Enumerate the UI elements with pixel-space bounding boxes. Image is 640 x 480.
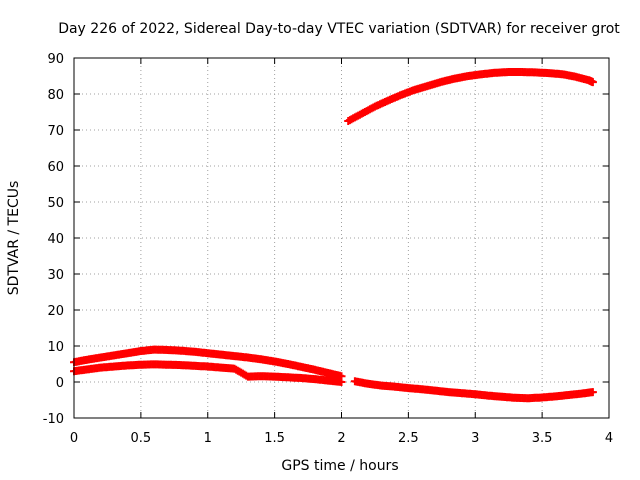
y-tick-label: 10 <box>47 340 64 355</box>
y-axis-title: SDTVAR / TECUs <box>6 181 22 296</box>
x-tick-label: 4 <box>605 431 613 446</box>
y-tick-label: 0 <box>56 376 64 391</box>
x-tick-label: 0 <box>70 431 78 446</box>
grid-lines <box>74 58 609 418</box>
chart-title: Day 226 of 2022, Sidereal Day-to-day VTE… <box>58 21 620 37</box>
x-tick-label: 2.5 <box>398 431 419 446</box>
y-tick-label: 60 <box>47 160 64 175</box>
x-tick-label: 3 <box>471 431 479 446</box>
data-point-marker <box>588 78 597 87</box>
data-point-marker <box>337 378 346 386</box>
plot-points <box>70 68 597 403</box>
x-tick-label: 1 <box>204 431 212 446</box>
y-tick-label: 80 <box>47 88 64 103</box>
x-tick-label: 2 <box>337 431 345 446</box>
data-point-marker <box>588 388 597 397</box>
y-tick-label: -10 <box>43 412 64 427</box>
y-tick-label: 40 <box>47 232 64 247</box>
y-tick-label: 70 <box>47 124 64 139</box>
x-tick-label: 3.5 <box>532 431 553 446</box>
y-tick-label: 50 <box>47 196 64 211</box>
y-tick-label: 90 <box>47 52 64 67</box>
x-tick-label: 0.5 <box>131 431 152 446</box>
x-axis-title: GPS time / hours <box>281 458 398 474</box>
x-tick-label: 1.5 <box>264 431 285 446</box>
y-tick-label: 20 <box>47 304 64 319</box>
y-tick-label: 30 <box>47 268 64 283</box>
axis-ticks: 0 0.5 1 1.5 2 2.5 3 3.5 4 -10 0 10 20 30 40 50 60 70 80 90 <box>43 52 613 446</box>
